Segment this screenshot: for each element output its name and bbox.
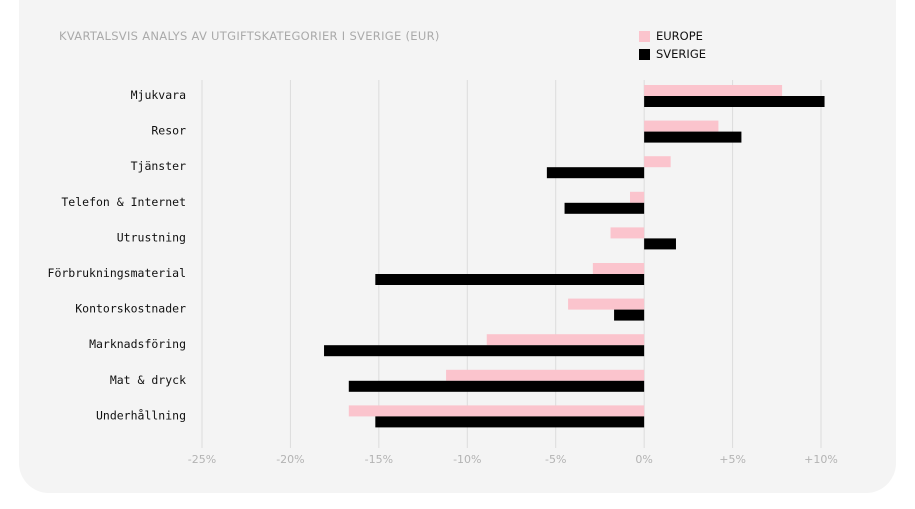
bar-sverige (348, 380, 645, 392)
bar-europe (568, 298, 645, 310)
bar-sverige (644, 131, 742, 143)
legend-label-sverige: SVERIGE (656, 47, 706, 61)
bar-europe (644, 85, 783, 96)
legend-item-sverige: SVERIGE (639, 45, 706, 63)
category-label: Förbrukningsmaterial (48, 266, 186, 280)
bar-sverige (564, 202, 645, 214)
category-label: Resor (151, 124, 186, 138)
legend-item-europe: EUROPE (639, 27, 706, 45)
legend-label-europe: EUROPE (656, 29, 703, 43)
category-label: Underhållning (96, 408, 186, 422)
category-label: Tjänster (131, 159, 186, 173)
x-tick-label: 0% (635, 453, 652, 466)
bar-europe (348, 405, 645, 417)
bar-europe (486, 334, 645, 346)
category-label: Mjukvara (131, 88, 186, 102)
category-label: Telefon & Internet (61, 195, 186, 209)
x-tick-label: -5% (545, 453, 566, 466)
x-tick-label: -20% (276, 453, 304, 466)
x-tick-label: -15% (365, 453, 393, 466)
legend-swatch-europe (639, 30, 650, 42)
bar-sverige (546, 167, 645, 179)
chart-title: KVARTALSVIS ANALYS AV UTGIFTSKATEGORIER … (59, 29, 440, 43)
bar-sverige (644, 238, 676, 250)
x-tick-label: +10% (804, 453, 838, 466)
x-tick-label: -10% (453, 453, 481, 466)
x-tick-label: +5% (719, 453, 746, 466)
bar-sverige (375, 416, 645, 428)
bar-europe (644, 156, 671, 168)
category-label: Kontorskostnader (75, 302, 186, 316)
bar-sverige (375, 274, 645, 285)
bar-europe (592, 263, 645, 274)
bar-sverige (614, 309, 645, 321)
bar-sverige (644, 96, 825, 107)
category-label: Utrustning (117, 230, 186, 244)
category-label: Mat & dryck (110, 373, 186, 387)
bar-europe (446, 369, 645, 381)
chart-legend: EUROPE SVERIGE (639, 27, 706, 63)
legend-swatch-sverige (639, 48, 650, 60)
bar-europe (610, 227, 645, 239)
bar-sverige (324, 345, 645, 357)
bar-europe (644, 120, 719, 132)
bar-europe (629, 191, 645, 203)
x-tick-label: -25% (188, 453, 216, 466)
category-label: Marknadsföring (89, 337, 186, 351)
